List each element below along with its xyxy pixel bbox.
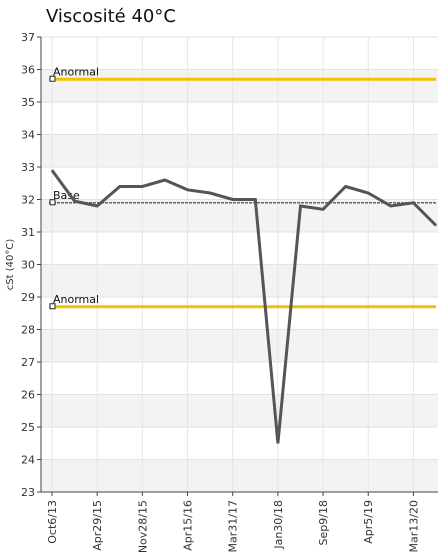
plot-band <box>41 459 438 492</box>
grid-lines <box>41 36 438 493</box>
data-point <box>51 169 53 171</box>
series-line <box>50 169 438 444</box>
data-point <box>141 186 143 187</box>
data-point <box>164 179 166 181</box>
data-point <box>209 192 211 194</box>
reference-marker <box>49 303 56 310</box>
reference-label: Anormal <box>53 293 99 306</box>
x-tick-label: Mar13/20 <box>407 500 420 552</box>
y-tick-label: 24 <box>21 454 35 467</box>
y-tick-label: 28 <box>21 324 35 337</box>
plot-band <box>41 394 438 427</box>
y-tick-label: 27 <box>21 356 35 369</box>
reference-marker <box>49 75 56 82</box>
y-tick-label: 31 <box>21 226 35 239</box>
plot-band <box>41 329 438 362</box>
data-point <box>435 225 437 226</box>
data-series <box>50 169 438 444</box>
y-tick-label: 36 <box>21 64 35 77</box>
x-tick-label: Nov28/15 <box>136 500 149 553</box>
y-tick-label: 34 <box>21 129 35 142</box>
plot-band <box>41 69 438 102</box>
data-point <box>345 186 347 187</box>
data-point <box>412 202 414 204</box>
x-tick-labels: Oct6/13 Apr29/15 Nov28/15 Apr15/16 Mar31/17 J… <box>46 500 420 553</box>
y-axis-label: cSt (40°C) <box>5 239 16 291</box>
y-tick-label: 26 <box>21 389 35 402</box>
data-point <box>232 199 234 200</box>
y-tick-label: 35 <box>21 96 35 109</box>
x-tick-label: Apr5/19 <box>362 500 375 544</box>
y-tick-label: 32 <box>21 194 35 207</box>
plot-band <box>41 37 438 70</box>
plot-band <box>41 297 438 330</box>
x-tick-label: Apr15/16 <box>182 500 195 551</box>
reference-label: Anormal <box>53 65 99 78</box>
data-point <box>367 192 369 194</box>
data-point <box>277 442 279 444</box>
plot-band <box>41 102 438 135</box>
plot-band <box>41 427 438 460</box>
data-point <box>119 186 121 187</box>
plot-band <box>41 362 438 395</box>
plot-band <box>41 232 438 265</box>
plot-band <box>41 134 438 167</box>
plot-band <box>41 199 438 232</box>
x-tick-label: Jan30/18 <box>272 500 285 550</box>
data-point <box>299 205 301 207</box>
data-point <box>74 200 76 202</box>
chart-title: Viscosité 40°C <box>46 6 176 27</box>
y-tick-label: 33 <box>21 161 35 174</box>
plot-band <box>41 264 438 297</box>
data-point <box>254 199 256 200</box>
y-tick-label: 23 <box>21 486 35 499</box>
reference-marker <box>49 199 56 206</box>
x-tick-label: Apr29/15 <box>91 500 104 551</box>
y-tick-label: 29 <box>21 291 35 304</box>
x-tick-label: Mar31/17 <box>227 500 240 552</box>
axes <box>37 36 438 496</box>
data-point <box>322 208 324 210</box>
y-tick-label: 25 <box>21 421 35 434</box>
y-tick-label: 30 <box>21 259 35 272</box>
y-tick-label: 37 <box>21 31 35 44</box>
data-point <box>187 189 189 191</box>
data-point <box>96 205 98 207</box>
plot-band <box>41 167 438 200</box>
y-tick-labels: 23 24 25 26 27 28 29 30 31 32 33 34 35 36 37 <box>21 31 35 499</box>
data-point <box>390 205 392 207</box>
x-tick-label: Oct6/13 <box>46 500 59 544</box>
plot-background-bands <box>41 37 438 492</box>
x-tick-label: Sep9/18 <box>317 500 330 545</box>
